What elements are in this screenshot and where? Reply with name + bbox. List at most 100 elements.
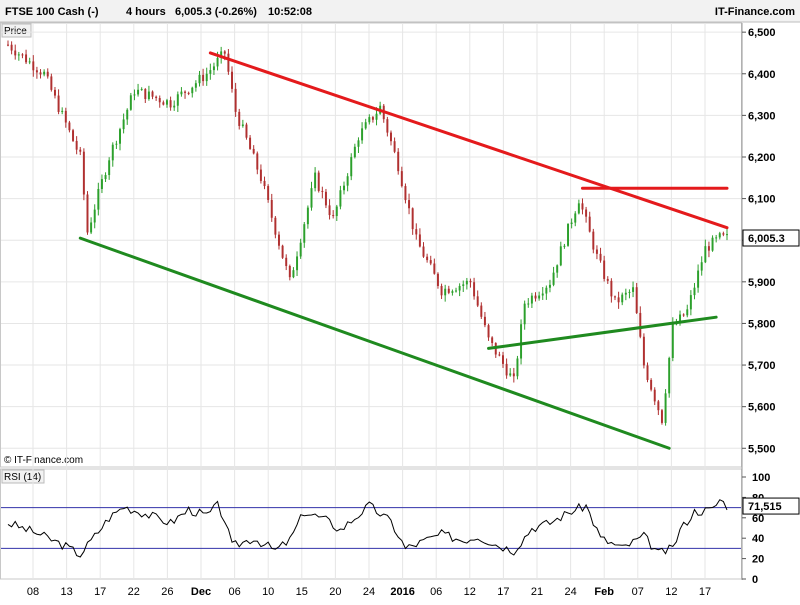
candle-body [411,208,414,230]
candle-body [25,54,28,63]
candle-body [285,257,288,267]
candle-body [126,109,129,120]
candle-body [75,140,78,150]
candle-body [93,209,96,223]
candle-body [314,172,317,189]
candle-body [397,151,400,172]
candle-body [238,111,241,126]
last-price-label: 6,005.3 [748,233,785,245]
time-label: 10:52:08 [268,6,312,18]
rsi-tick-label: 0 [752,574,758,586]
candle-body [202,74,205,82]
candle-body [606,278,609,281]
candle-body [97,188,100,210]
candle-body [415,229,418,235]
candle-body [686,309,689,316]
candle-body [256,153,259,170]
x-tick-label: 12 [464,586,476,598]
candle-body [451,291,454,293]
candle-body [100,179,103,189]
candle-body [241,124,244,126]
candle-body [104,175,107,180]
candle-body [162,102,165,105]
candle-body [429,260,432,264]
candle-body [17,54,20,56]
header-bar [0,0,800,22]
candle-body [82,151,85,195]
candle-body [43,71,46,75]
x-tick-label: 06 [430,586,442,598]
x-tick-label: 24 [564,586,576,598]
candle-body [570,222,573,225]
rsi-tick-label: 40 [752,533,764,545]
candle-body [223,51,226,54]
candle-body [480,305,483,317]
candle-body [151,91,154,97]
instrument-name: FTSE 100 Cash (-) [5,6,99,18]
candle-body [592,231,595,250]
x-tick-label: 06 [228,586,240,598]
candle-body [32,61,35,71]
candle-body [624,292,627,295]
candle-body [187,92,190,94]
candle-body [180,91,183,95]
candle-body [440,285,443,296]
candle-body [357,140,360,147]
candle-body [660,410,663,423]
price-tick-label: 5,600 [748,402,776,414]
candle-body [122,119,125,130]
candle-body [621,294,624,303]
candle-body [371,117,374,120]
candle-body [704,246,707,263]
candle-body [599,253,602,261]
candle-body [288,266,291,278]
candle-body [682,314,685,316]
candle-body [502,355,504,364]
x-tick-label: 10 [262,586,274,598]
candle-body [115,143,118,145]
candle-body [552,272,555,285]
trendline-lower-channel [78,236,671,450]
candle-body [718,233,721,238]
price-tick-label: 6,500 [748,27,776,39]
candle-body [657,401,660,411]
candle-body [310,188,313,208]
price-tick-label: 5,800 [748,318,776,330]
candle-body [227,53,230,72]
candle-body [668,357,671,394]
candle-body [169,100,172,108]
candle-body [509,373,512,376]
price-tick-label: 6,300 [748,110,776,122]
candle-body [53,89,56,96]
candle-body [86,194,89,233]
x-tick-label: 07 [632,586,644,598]
candle-body [548,284,551,288]
candle-body [209,70,212,74]
candle-body [505,363,508,376]
candle-body [447,288,450,293]
x-tick-label: 26 [161,586,173,598]
candle-body [538,295,541,299]
candle-body [559,246,562,266]
candle-body [545,287,548,294]
x-tick-label: 17 [699,586,711,598]
price-label-box [1,23,32,38]
candle-body [72,130,75,141]
candle-body [119,129,121,144]
candle-body [389,132,392,142]
rsi-tick-label: 60 [752,513,764,525]
candle-body [259,169,262,181]
candle-body [567,224,570,246]
candle-body [498,354,501,356]
candle-body [527,303,530,305]
candle-body [165,100,168,105]
candle-body [530,295,533,304]
candle-body [50,76,53,90]
candle-body [574,213,577,223]
candle-body [7,44,9,46]
candle-body [653,389,656,402]
candle-body [375,113,378,120]
rsi-series [1,499,741,558]
axes: 08 13 17 22 26 Dec 06 10 15 20 24 2016 06 12 17 21 24 Feb… [27,27,800,598]
